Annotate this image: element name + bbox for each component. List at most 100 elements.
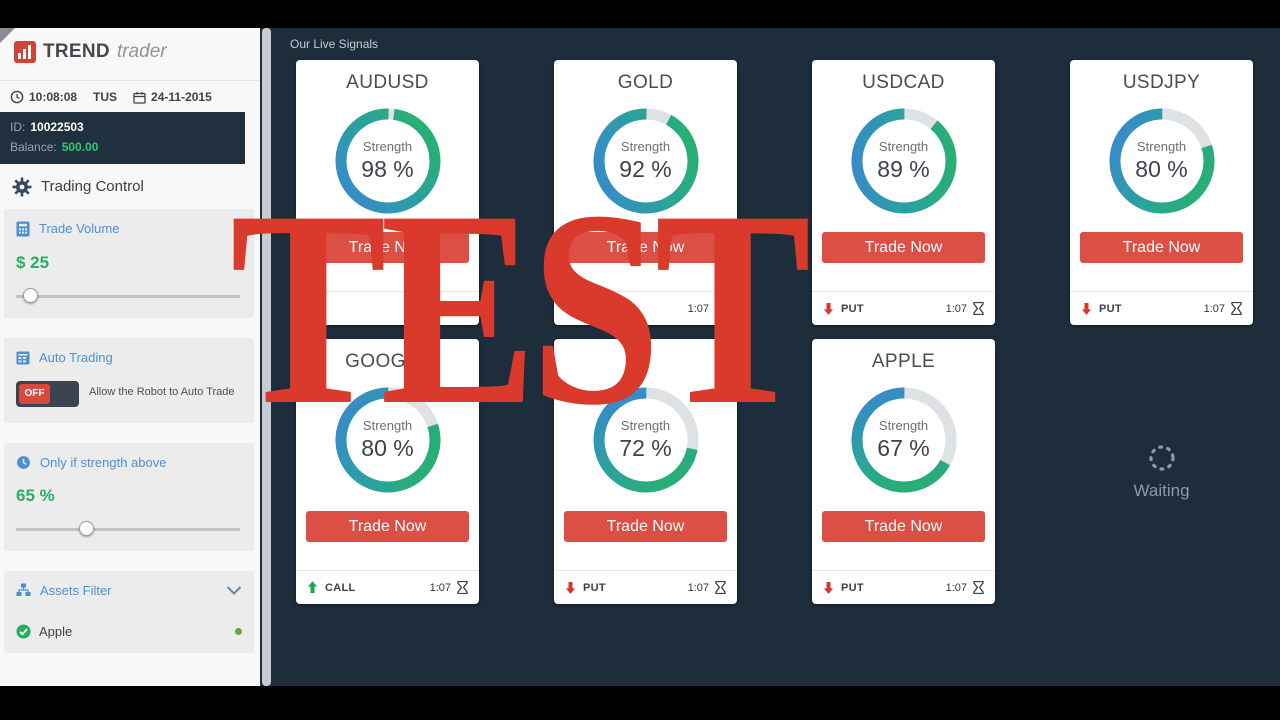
asset-symbol: AUDUSD xyxy=(346,72,429,93)
arrow-down-icon xyxy=(565,582,576,594)
arrow-up-icon xyxy=(307,581,318,593)
clock-icon xyxy=(10,90,24,104)
trade-now-button[interactable]: Trade Now xyxy=(306,232,469,263)
strength-slider-track[interactable] xyxy=(16,527,240,531)
strength-value: 98 % xyxy=(361,156,414,182)
hourglass-icon xyxy=(715,581,726,594)
trade-volume-header: Trade Volume xyxy=(16,221,242,237)
trade-volume-slider[interactable] xyxy=(16,287,242,304)
direction-indicator: PUT xyxy=(1081,302,1122,315)
direction-label: PUT xyxy=(1099,302,1122,315)
hourglass-icon xyxy=(1231,302,1242,315)
countdown: 1:07 xyxy=(430,302,468,315)
signal-card: USDJPY Strength 80 % Trade Now PUT xyxy=(1070,60,1253,325)
account-id-value: 10022503 xyxy=(30,120,84,134)
strength-donut: Strength 80 % xyxy=(330,382,446,498)
check-circle-icon[interactable] xyxy=(16,624,31,639)
panel-assets-filter: Assets Filter Apple xyxy=(4,570,254,653)
live-signals-title: Our Live Signals xyxy=(290,37,379,51)
auto-trading-toggle[interactable]: OFF xyxy=(16,380,79,407)
hourglass-icon xyxy=(457,302,468,315)
strength-donut: Strength 92 % xyxy=(588,103,704,219)
status-day: TUS xyxy=(93,90,118,104)
trade-now-button[interactable]: Trade Now xyxy=(822,511,985,542)
panel-trade-volume: Trade Volume $ 25 xyxy=(4,208,254,318)
toggle-off-label[interactable]: OFF xyxy=(19,383,50,404)
arrow-down-icon xyxy=(823,582,834,594)
countdown-time: 1:07 xyxy=(945,581,967,594)
asset-symbol: GOOGLE xyxy=(345,351,430,372)
signal-card: AUDUSD Strength 98 % Trade Now xyxy=(296,60,479,325)
auto-trading-header: Auto Trading xyxy=(16,350,242,365)
signal-card: GOLD Strength 92 % Trade Now PUT xyxy=(554,60,737,325)
trade-now-button[interactable]: Trade Now xyxy=(1080,232,1243,263)
status-time: 10:08:08 xyxy=(29,90,78,104)
status-date: 24-11-2015 xyxy=(151,90,212,104)
account-box: ID: 10022503 Balance: 500.00 xyxy=(0,112,245,164)
vertical-scrollbar[interactable] xyxy=(262,28,271,686)
strength-label: Strength xyxy=(1136,139,1187,154)
account-balance-value: 500.00 xyxy=(61,140,99,155)
gear-icon xyxy=(12,177,32,197)
asset-symbol: USDCAD xyxy=(862,72,945,93)
sitemap-icon xyxy=(16,583,31,597)
arrow-down-icon xyxy=(1081,303,1092,315)
card-footer: PUT 1:07 xyxy=(554,291,737,325)
live-signals-panel: Our Live Signals AUDUSD Strength 98 % Tr… xyxy=(260,28,1280,686)
strength-donut: Strength 80 % xyxy=(1104,103,1220,219)
direction-label: PUT xyxy=(841,581,864,594)
strength-donut: Strength 89 % xyxy=(846,103,962,219)
strength-donut: Strength 72 % xyxy=(588,382,704,498)
card-footer: 1:07 xyxy=(296,291,479,325)
hourglass-icon xyxy=(973,581,984,594)
strength-label: Strength xyxy=(620,139,671,154)
countdown: 1:07 xyxy=(1204,302,1242,315)
arrow-down-icon xyxy=(565,303,576,315)
direction-indicator: CALL xyxy=(307,581,356,594)
trade-volume-value: $ 25 xyxy=(16,252,50,272)
assets-filter-header: Assets Filter xyxy=(16,583,226,598)
direction-indicator: PUT xyxy=(823,581,864,594)
trade-volume-slider-knob[interactable] xyxy=(22,287,38,303)
countdown-time: 1:07 xyxy=(687,581,709,594)
countdown: 1:07 xyxy=(946,302,984,315)
strength-slider-knob[interactable] xyxy=(79,520,95,536)
auto-trading-icon xyxy=(16,351,30,365)
trade-now-button[interactable]: Trade Now xyxy=(564,232,727,263)
spinner-icon xyxy=(1148,444,1175,471)
card-footer: CALL 1:07 xyxy=(296,570,479,604)
card-footer: PUT 1:07 xyxy=(812,570,995,604)
account-id-label: ID: xyxy=(10,120,26,134)
asset-symbol: GOLD xyxy=(617,72,674,93)
panel-auto-trading: Auto Trading OFF Allow the Robot to Auto… xyxy=(4,337,254,423)
countdown-time: 1:07 xyxy=(687,302,709,315)
assets-filter-label: Assets Filter xyxy=(40,582,112,598)
strength-value: 89 % xyxy=(877,156,930,182)
direction-label: CALL xyxy=(325,581,356,594)
strength-donut: Strength 98 % xyxy=(330,103,446,219)
strength-filter-label: Only if strength above xyxy=(40,454,167,470)
strength-label: Strength xyxy=(362,418,413,433)
strength-label: Strength xyxy=(878,139,929,154)
calendar-icon xyxy=(133,91,146,104)
asset-filter-item[interactable]: Apple xyxy=(16,624,242,639)
chevron-down-icon[interactable] xyxy=(226,585,242,595)
asset-symbol: APPLE xyxy=(871,351,936,372)
countdown-time: 1:07 xyxy=(429,302,451,315)
trade-now-button[interactable]: Trade Now xyxy=(306,511,469,542)
strength-value: 72 % xyxy=(619,435,672,461)
countdown-time: 1:07 xyxy=(1203,302,1225,315)
panel-strength-filter: Only if strength above 65 % xyxy=(4,442,254,551)
direction-label: PUT xyxy=(583,302,606,315)
strength-label: Strength xyxy=(362,139,413,154)
strength-slider[interactable] xyxy=(16,520,242,537)
chart-logo-icon xyxy=(14,41,36,63)
trade-now-button[interactable]: Trade Now xyxy=(822,232,985,263)
trade-now-button[interactable]: Trade Now xyxy=(564,511,727,542)
hourglass-icon xyxy=(457,581,468,594)
direction-label: PUT xyxy=(841,302,864,315)
card-footer: PUT 1:07 xyxy=(1070,291,1253,325)
strength-value: 80 % xyxy=(361,435,414,461)
auto-trading-description: Allow the Robot to Auto Trade xyxy=(89,385,235,398)
trade-volume-slider-track[interactable] xyxy=(16,294,240,298)
